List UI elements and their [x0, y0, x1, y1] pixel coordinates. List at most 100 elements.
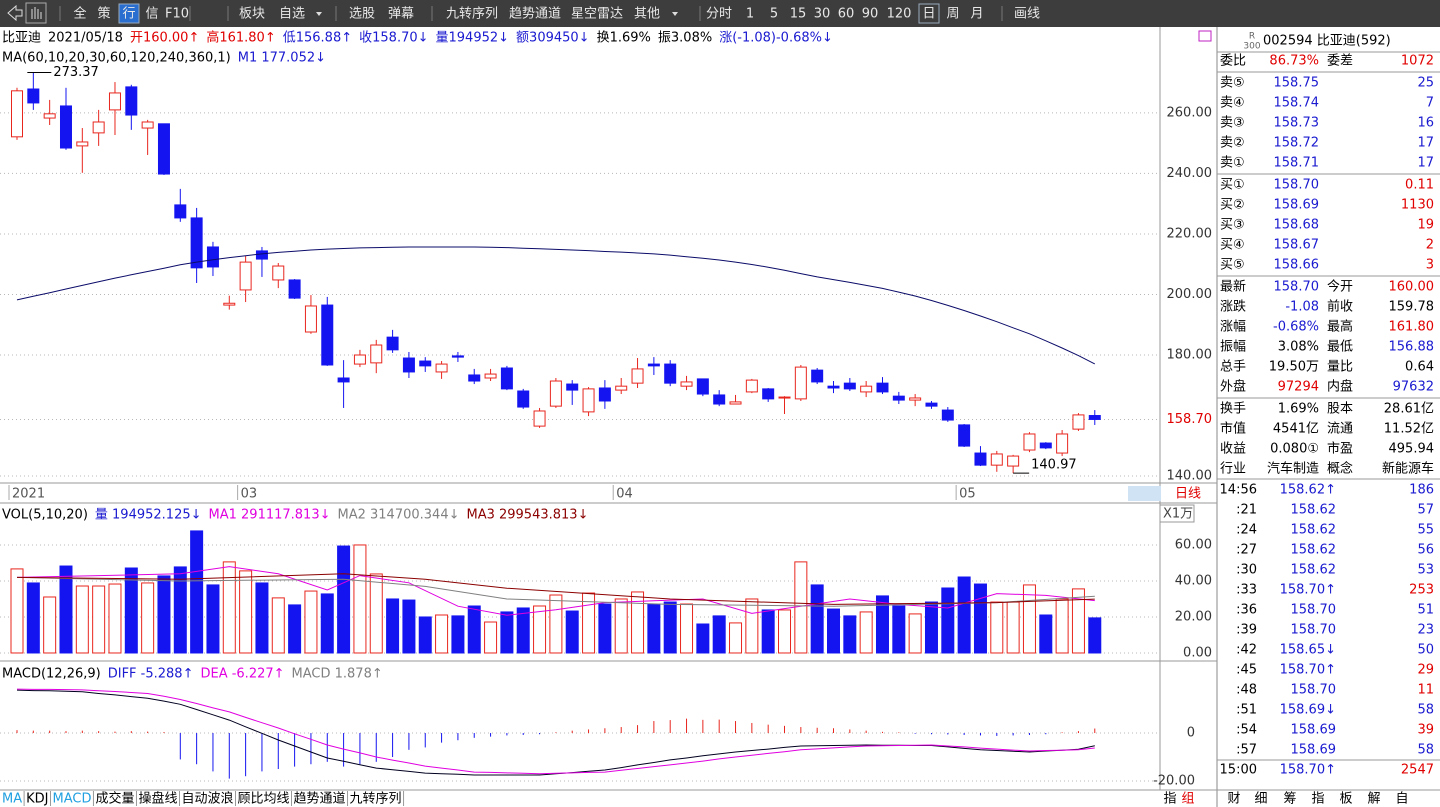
tick-price: 158.62	[1291, 543, 1337, 558]
candle-body	[909, 397, 922, 401]
toolbar-selected	[118, 3, 140, 24]
volume-ma-line	[16, 573, 1095, 605]
quote-value: 161.80	[1389, 320, 1435, 335]
volume-bar	[222, 561, 236, 654]
toolbar-item[interactable]: F10	[165, 7, 189, 22]
bottom-tab[interactable]: 顾比均线	[238, 792, 290, 807]
side-tab[interactable]: 指	[1163, 792, 1176, 807]
toolbar-item[interactable]: 60	[838, 7, 855, 22]
scroll-box[interactable]	[1128, 486, 1161, 501]
volume-bar	[614, 598, 628, 654]
toolbar-item[interactable]: 月	[970, 7, 983, 22]
toolbar-bg	[0, 0, 1440, 27]
toolbar-item[interactable]: 趋势通道	[509, 6, 561, 22]
toolbar-selected	[918, 3, 940, 24]
last-price-label: 158.70	[1167, 412, 1213, 427]
toolbar-item[interactable]: 5	[770, 7, 778, 22]
toolbar-item[interactable]: 画线	[1014, 7, 1040, 22]
quote-value: 156.88	[1389, 340, 1435, 355]
bottom-tab[interactable]: 操盘线	[138, 791, 177, 807]
tick-volume: 51	[1417, 603, 1434, 618]
side-tab[interactable]: 组	[1181, 792, 1194, 807]
bottom-tab[interactable]: MA	[2, 792, 22, 807]
period-label[interactable]: 日线	[1175, 487, 1201, 502]
side-tab[interactable]: 指	[1311, 792, 1324, 807]
side-tab[interactable]: 解	[1367, 792, 1380, 807]
candle-body	[484, 373, 497, 379]
bottom-tab[interactable]: 成交量	[95, 791, 134, 807]
bottom-tab[interactable]: 自动波浪	[181, 792, 233, 807]
bottom-tab[interactable]: 趋势通道	[294, 791, 346, 807]
back-icon[interactable]	[7, 4, 23, 22]
tick-time: :36	[1236, 603, 1257, 618]
toolbar-item[interactable]: 信	[145, 7, 158, 22]
toolbar-item[interactable]: 九转序列	[446, 7, 498, 22]
tick-time: :45	[1236, 663, 1257, 678]
toolbar-item[interactable]: 星空雷达	[571, 7, 623, 22]
stock-title: 002594 比亚迪(592)	[1263, 34, 1391, 49]
book-volume: 25	[1417, 76, 1434, 91]
toolbar-item[interactable]: 自选	[279, 7, 305, 22]
quote-label: 收益	[1220, 442, 1246, 457]
book-volume: 17	[1417, 156, 1434, 171]
toolbar-item[interactable]: 1	[746, 7, 754, 22]
volume-bar	[353, 544, 367, 654]
side-tab[interactable]: 板	[1339, 792, 1352, 807]
bottom-tab[interactable]: 九转序列	[350, 792, 402, 807]
volume-bar	[778, 609, 792, 654]
bottom-tab[interactable]: MACD	[52, 792, 91, 807]
tick-time: :42	[1236, 643, 1257, 658]
tick-volume: 56	[1417, 543, 1434, 558]
toolbar-item[interactable]: 行	[122, 7, 135, 22]
hand-icon[interactable]	[25, 2, 47, 24]
bottom-tab[interactable]: KDJ	[26, 792, 48, 807]
toolbar-item[interactable]: 120	[887, 7, 912, 22]
tick-time: :48	[1236, 683, 1257, 698]
side-tab[interactable]: 筹	[1283, 791, 1296, 807]
quote-label: 前收	[1327, 299, 1353, 315]
quote-value: 86.73%	[1269, 54, 1319, 69]
date-label: 04	[616, 487, 633, 502]
toolbar-item[interactable]: 选股	[349, 7, 375, 22]
candle-body	[615, 385, 628, 391]
tick-price: 158.70	[1291, 683, 1337, 698]
toolbar-item[interactable]: 全	[73, 6, 86, 22]
side-tab[interactable]: 财	[1227, 792, 1240, 807]
toolbar-item[interactable]: 其他	[634, 7, 660, 22]
side-tab[interactable]: 自	[1395, 792, 1408, 807]
header-text: VOL(5,10,20)	[2, 508, 88, 523]
volume-bar	[582, 592, 596, 654]
candle-body	[745, 379, 758, 393]
quote-label: 股本	[1327, 402, 1353, 417]
header-text: MA2 314700.344↓	[338, 508, 460, 523]
toolbar-item[interactable]: 30	[814, 7, 831, 22]
volume-bar	[418, 616, 432, 654]
date-label: 03	[241, 487, 258, 502]
quote-value: 1072	[1401, 54, 1434, 69]
toolbar-item[interactable]: 15	[790, 7, 807, 22]
toolbar-item[interactable]: 分时	[706, 7, 732, 22]
toolbar-item[interactable]: 板块	[239, 7, 265, 22]
y-tick-label: 200.00	[1167, 287, 1213, 302]
quote-value: 1.69%	[1278, 402, 1319, 417]
volume-bar	[1039, 614, 1053, 654]
candle-body	[762, 388, 775, 400]
tick-time: :39	[1236, 623, 1257, 638]
toolbar-item[interactable]: 日	[922, 7, 935, 22]
header-text: MA1 291117.813↓	[209, 508, 331, 523]
tick-price: 158.69↓	[1280, 703, 1336, 718]
mode-box[interactable]	[1198, 30, 1212, 42]
side-tab[interactable]: 细	[1254, 792, 1267, 807]
tick-volume: 11	[1417, 683, 1434, 698]
quote-label: 流通	[1327, 422, 1353, 437]
y-tick-label: 220.00	[1167, 226, 1213, 241]
toolbar-item[interactable]: 90	[862, 7, 879, 22]
toolbar-item[interactable]: 弹幕	[388, 7, 414, 22]
tick-time: :21	[1236, 503, 1257, 518]
toolbar-item[interactable]: 周	[946, 7, 959, 22]
volume-bar	[337, 545, 351, 654]
toolbar-item[interactable]: 策	[97, 6, 110, 22]
header-text: 低156.88↑	[283, 31, 352, 46]
header-text: DEA -6.227↑	[200, 667, 284, 682]
candle-body	[255, 250, 268, 260]
